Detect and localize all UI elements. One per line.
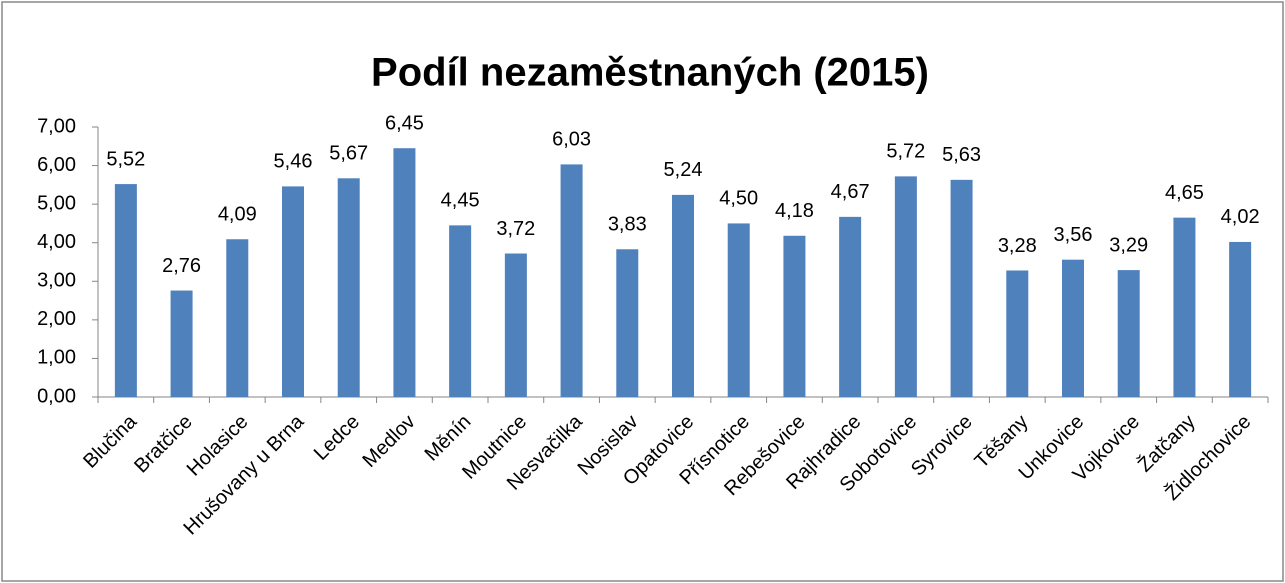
data-label: 3,28	[998, 235, 1037, 257]
data-label: 6,03	[552, 129, 591, 151]
bar	[672, 194, 694, 397]
data-label: 3,56	[1054, 224, 1093, 246]
data-label: 5,24	[664, 159, 703, 181]
bar	[560, 164, 583, 397]
bar	[504, 253, 527, 397]
bar	[1062, 259, 1084, 397]
y-tick-label: 4,00	[37, 231, 76, 253]
bar	[449, 225, 472, 397]
data-label: 4,02	[1221, 206, 1260, 228]
y-tick-label: 7,00	[37, 115, 76, 137]
bar	[393, 148, 416, 397]
data-label: 5,46	[274, 151, 313, 173]
bar	[226, 239, 249, 397]
data-label: 3,72	[496, 218, 535, 240]
chart-title: Podíl nezaměstnaných (2015)	[371, 51, 929, 95]
y-tick-label: 2,00	[37, 308, 76, 330]
bar	[1173, 217, 1196, 397]
bar	[1006, 270, 1029, 397]
data-label: 3,29	[1109, 234, 1148, 256]
data-label: 5,72	[886, 141, 925, 163]
data-label: 5,67	[329, 143, 368, 165]
bar	[727, 223, 750, 397]
data-label: 6,45	[385, 112, 424, 134]
data-label: 4,18	[775, 200, 814, 222]
bar	[783, 235, 806, 397]
y-tick-label: 3,00	[37, 270, 76, 292]
bar	[1229, 241, 1252, 397]
bar	[839, 216, 862, 397]
bar	[282, 186, 304, 397]
data-label: 4,50	[719, 188, 758, 210]
y-tick-label: 6,00	[37, 154, 76, 176]
data-label: 4,09	[218, 204, 257, 226]
y-tick-label: 1,00	[37, 347, 76, 369]
bar	[1117, 270, 1140, 397]
y-tick-label: 5,00	[37, 192, 76, 214]
bar	[114, 184, 137, 397]
bar	[337, 178, 360, 397]
data-label: 4,65	[1165, 182, 1204, 204]
bar	[950, 179, 973, 397]
bar	[616, 249, 639, 397]
data-label: 5,63	[942, 144, 981, 166]
data-label: 2,76	[162, 255, 201, 277]
bar	[170, 290, 193, 397]
data-label: 5,52	[106, 148, 145, 170]
bar	[894, 176, 917, 397]
data-label: 4,45	[441, 190, 480, 212]
data-label: 3,83	[608, 214, 647, 236]
data-label: 4,67	[831, 181, 870, 203]
y-tick-label: 0,00	[37, 385, 76, 407]
